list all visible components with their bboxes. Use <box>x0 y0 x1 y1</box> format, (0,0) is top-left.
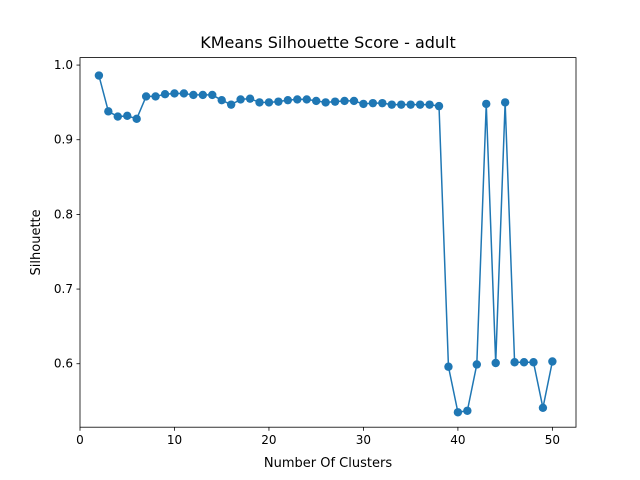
data-point <box>415 100 425 109</box>
data-point <box>482 99 491 109</box>
data-point <box>425 100 434 109</box>
data-point <box>529 358 538 367</box>
data-point <box>264 98 274 107</box>
data-point <box>311 96 321 106</box>
data-point <box>538 403 548 412</box>
data-point <box>255 98 264 107</box>
y-axis-label: Silhouette <box>29 209 44 275</box>
y-tick-label: 0.8 <box>54 207 73 221</box>
data-point <box>397 100 406 109</box>
data-point <box>368 98 378 108</box>
data-point <box>548 357 557 366</box>
x-axis: 0 10 20 30 40 50 <box>76 427 560 447</box>
data-point <box>321 98 330 107</box>
data-point <box>179 89 189 98</box>
data-point <box>349 96 359 106</box>
plot-frame <box>79 57 577 428</box>
data-point <box>359 99 368 109</box>
x-axis-label: Number Of Clusters <box>264 456 392 471</box>
data-point <box>94 71 104 80</box>
y-tick-label: 1.0 <box>54 58 73 72</box>
data-point <box>274 97 283 106</box>
data-point <box>198 90 208 100</box>
x-tick-label: 20 <box>261 433 276 447</box>
data-point <box>434 101 444 111</box>
data-point <box>340 96 349 106</box>
data-point <box>123 111 132 121</box>
data-point <box>510 358 519 367</box>
data-point <box>444 362 453 371</box>
data-point <box>208 90 217 100</box>
chart-title: KMeans Silhouette Score - adult <box>200 33 456 52</box>
data-point <box>132 114 141 124</box>
data-point <box>330 97 340 106</box>
y-tick-label: 0.9 <box>54 133 73 147</box>
data-point <box>236 95 245 104</box>
x-tick-label: 40 <box>450 433 465 447</box>
data-point <box>293 95 302 104</box>
data-point <box>104 107 113 116</box>
x-tick-label: 10 <box>167 433 182 447</box>
data-point <box>217 95 226 105</box>
data-point <box>472 360 481 369</box>
data-point <box>160 89 170 99</box>
data-point <box>500 98 510 107</box>
data-point <box>387 100 396 109</box>
data-point <box>463 406 472 415</box>
data-point <box>151 92 160 101</box>
data-point <box>453 408 463 417</box>
y-axis: 0.6 0.7 0.8 0.9 1.0 <box>54 58 80 371</box>
data-point <box>406 100 415 109</box>
data-point <box>283 95 293 105</box>
x-tick-label: 30 <box>356 433 371 447</box>
x-tick-label: 50 <box>545 433 560 447</box>
data-point <box>170 89 179 98</box>
y-tick-label: 0.7 <box>54 282 73 296</box>
data-point <box>519 358 529 367</box>
data-point <box>491 358 500 368</box>
data-point <box>226 100 236 109</box>
data-point <box>189 90 198 100</box>
data-point <box>378 98 387 108</box>
x-tick-label: 0 <box>76 433 84 447</box>
data-point <box>245 94 255 103</box>
y-tick-label: 0.6 <box>54 357 73 371</box>
data-point <box>141 92 151 101</box>
data-point <box>113 112 122 121</box>
data-point <box>302 95 311 104</box>
